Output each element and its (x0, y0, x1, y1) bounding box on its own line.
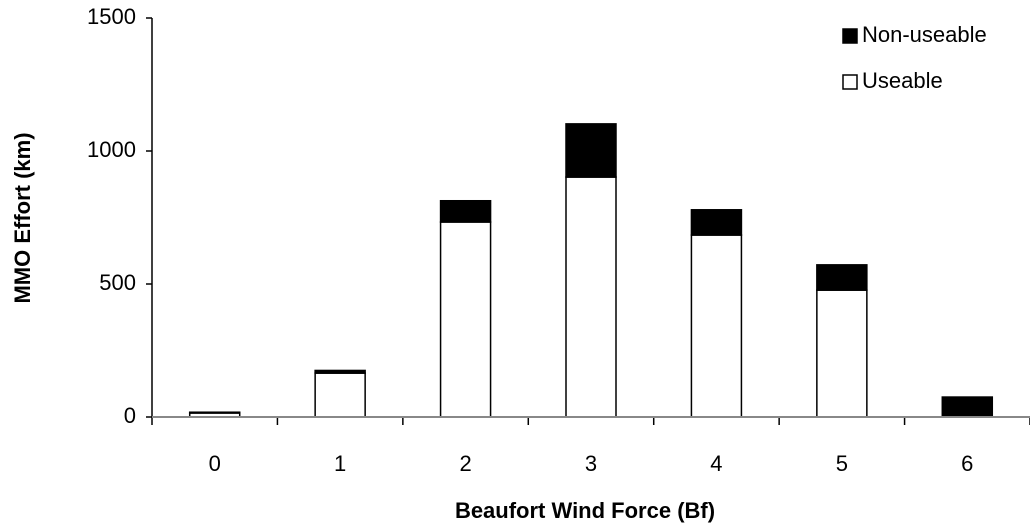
bar-segment (439, 199, 492, 223)
bar-segment (565, 176, 617, 418)
x-tick-label: 0 (209, 451, 221, 476)
y-tick-label: 500 (99, 270, 136, 295)
bar-segment (314, 372, 366, 418)
bar-segment (439, 221, 492, 418)
y-tick-label: 0 (124, 403, 136, 428)
y-axis-title: MMO Effort (km) (10, 132, 35, 303)
legend-label: Useable (862, 68, 943, 93)
y-tick-label: 1500 (87, 4, 136, 29)
x-tick-label: 3 (585, 451, 597, 476)
x-tick-label: 5 (836, 451, 848, 476)
bar-segment (565, 123, 617, 178)
bar-segment (941, 396, 994, 418)
bar-segment (314, 369, 366, 374)
bar-segment (188, 411, 241, 414)
bar-segment (816, 289, 868, 418)
x-tick-label: 2 (459, 451, 471, 476)
x-tick-label: 4 (710, 451, 722, 476)
legend-swatch (842, 74, 858, 90)
bar-segment (690, 209, 743, 236)
legend-swatch (842, 28, 858, 44)
bar-segment (690, 234, 743, 418)
legend-label: Non-useable (862, 22, 987, 47)
bar-segment (816, 264, 868, 291)
x-axis-title: Beaufort Wind Force (Bf) (455, 498, 715, 523)
x-tick-label: 1 (334, 451, 346, 476)
x-tick-label: 6 (961, 451, 973, 476)
y-tick-label: 1000 (87, 137, 136, 162)
